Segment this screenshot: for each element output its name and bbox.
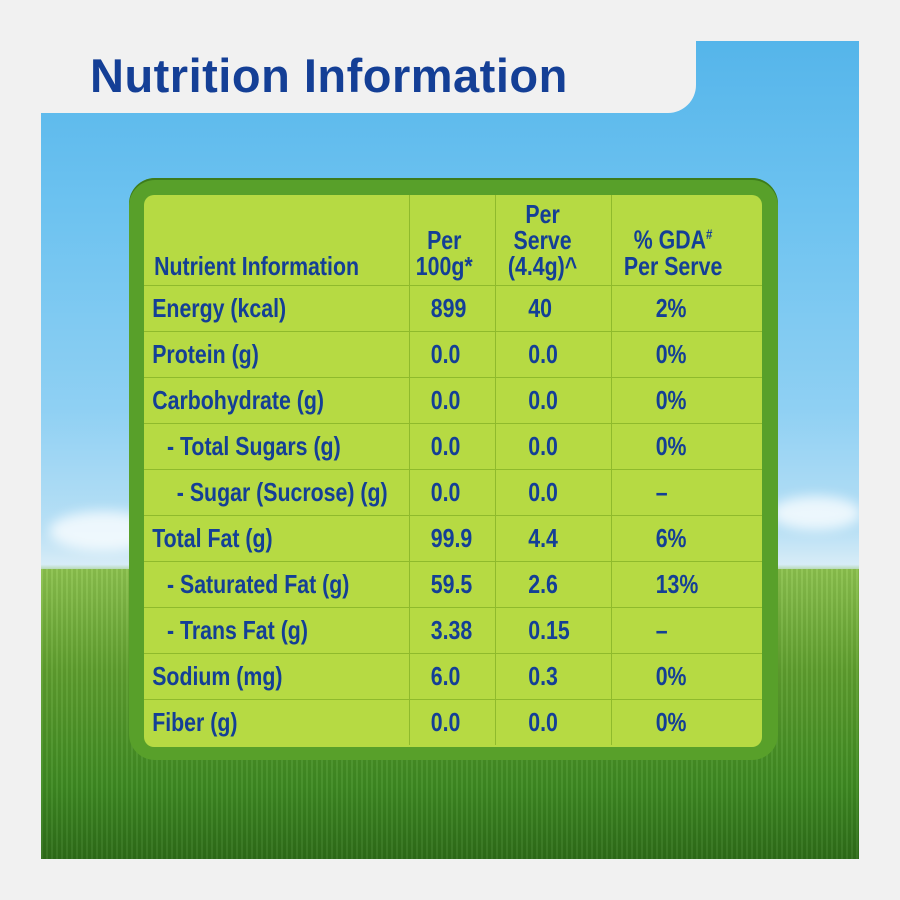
title-tab [41, 41, 696, 113]
row-per-serve: 0.15 [528, 615, 570, 645]
row-gda: 0% [655, 661, 687, 691]
table-header-row: Nutrient Information Per 100g* Per Serve… [144, 195, 762, 286]
row-per-serve: 0.3 [528, 661, 558, 691]
nutrition-panel: Nutrient Information Per 100g* Per Serve… [144, 195, 762, 747]
row-gda: 2% [655, 293, 687, 323]
row-nutrient-name: - Total Sugars (g) [166, 431, 341, 461]
row-gda: – [655, 477, 668, 507]
table-row: - Sugar (Sucrose) (g) 0.0 0.0 – [144, 469, 762, 516]
table-row: Sodium (mg) 6.0 0.3 0% [144, 653, 762, 700]
row-per-serve: 2.6 [528, 569, 558, 599]
row-nutrient-name: - Sugar (Sucrose) (g) [176, 477, 388, 507]
header-gda-sup: # [706, 226, 713, 243]
header-per-100g-line2: 100g* [415, 251, 473, 281]
row-per-serve: 40 [528, 293, 552, 323]
row-per-serve: 0.0 [528, 431, 558, 461]
table-row: Fiber (g) 0.0 0.0 0% [144, 699, 762, 745]
cloud [771, 496, 859, 530]
header-gda-line2: Per Serve [623, 251, 723, 281]
row-per-100g: 0.0 [430, 339, 461, 369]
row-per-100g: 899 [430, 293, 467, 323]
row-gda: 0% [655, 707, 687, 737]
row-nutrient-name: Protein (g) [152, 339, 259, 369]
row-per-100g: 0.0 [430, 477, 461, 507]
row-per-100g: 0.0 [430, 431, 461, 461]
row-per-100g: 3.38 [430, 615, 473, 645]
row-nutrient-name: Fiber (g) [152, 707, 238, 737]
row-per-100g: 59.5 [430, 569, 473, 599]
table-row: - Saturated Fat (g) 59.5 2.6 13% [144, 561, 762, 608]
header-nutrient-label: Nutrient Information [154, 251, 359, 281]
table-row: Protein (g) 0.0 0.0 0% [144, 331, 762, 378]
table-row: - Trans Fat (g) 3.38 0.15 – [144, 607, 762, 654]
row-gda: – [655, 615, 668, 645]
header-per-serve: Per Serve (4.4g)^ [495, 195, 591, 286]
table-row: Energy (kcal) 899 40 2% [144, 285, 762, 332]
table-row: Carbohydrate (g) 0.0 0.0 0% [144, 377, 762, 424]
header-per-100g-line1: Per [427, 225, 462, 255]
header-gda-line1: % GDA# [611, 221, 734, 253]
row-nutrient-name: - Saturated Fat (g) [166, 569, 350, 599]
row-per-100g: 6.0 [430, 661, 461, 691]
page-title: Nutrition Information [90, 49, 568, 102]
header-gda-label: % GDA [633, 225, 707, 255]
row-per-serve: 0.0 [528, 707, 558, 737]
row-nutrient-name: Total Fat (g) [152, 523, 273, 553]
row-gda: 0% [655, 385, 687, 415]
row-per-100g: 99.9 [430, 523, 473, 553]
nutrition-table: Nutrient Information Per 100g* Per Serve… [144, 195, 762, 745]
row-nutrient-name: Carbohydrate (g) [152, 385, 324, 415]
row-gda: 6% [655, 523, 687, 553]
row-nutrient-name: Sodium (mg) [152, 661, 283, 691]
row-per-100g: 0.0 [430, 707, 461, 737]
row-per-serve: 0.0 [528, 385, 558, 415]
header-nutrient: Nutrient Information [144, 195, 362, 286]
row-nutrient-name: - Trans Fat (g) [166, 615, 308, 645]
table-row: - Total Sugars (g) 0.0 0.0 0% [144, 423, 762, 470]
row-per-100g: 0.0 [430, 385, 461, 415]
row-gda: 0% [655, 339, 687, 369]
row-gda: 0% [655, 431, 687, 461]
table-row: Total Fat (g) 99.9 4.4 6% [144, 515, 762, 562]
row-per-serve: 4.4 [528, 523, 558, 553]
row-gda: 13% [655, 569, 699, 599]
header-per-serve-line1: Per Serve [513, 199, 572, 255]
header-gda: % GDA# Per Serve [611, 195, 735, 286]
row-per-serve: 0.0 [528, 477, 558, 507]
row-per-serve: 0.0 [528, 339, 558, 369]
row-nutrient-name: Energy (kcal) [152, 293, 287, 323]
header-per-100g: Per 100g* [409, 195, 480, 286]
header-per-serve-line2: (4.4g)^ [507, 251, 578, 281]
